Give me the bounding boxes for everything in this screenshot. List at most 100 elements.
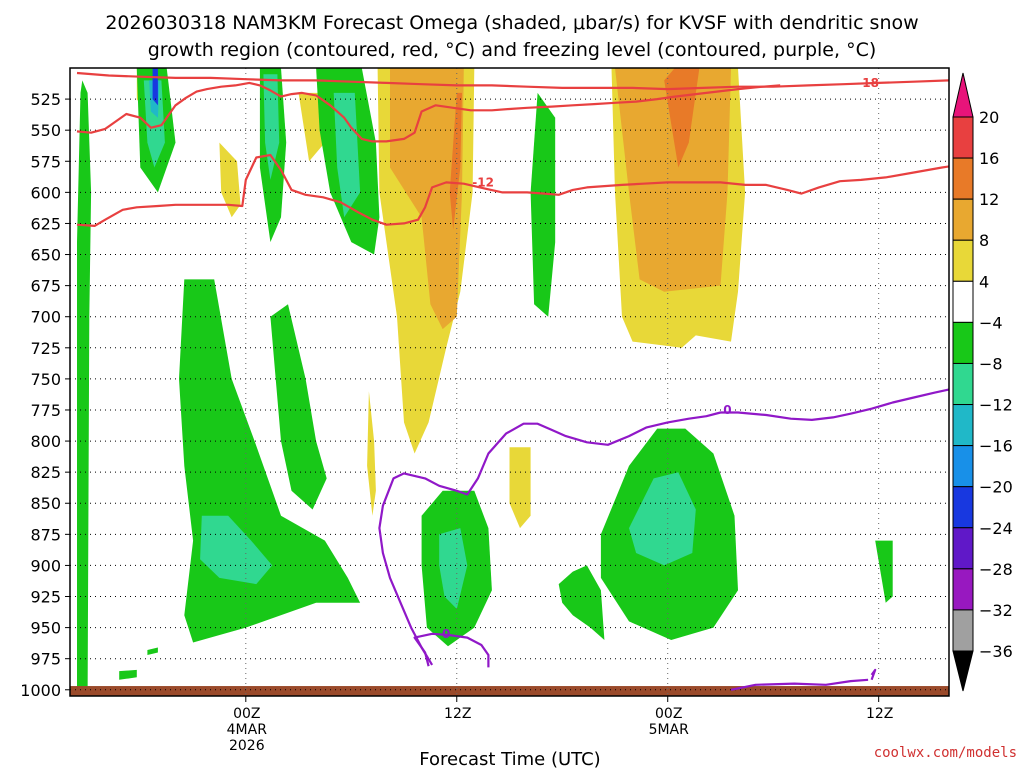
x-tick-label-0-2: 2026 [229,738,265,754]
colorbar-label-6: −8 [979,354,1003,373]
freezing-contour-line-4 [870,668,877,681]
dendritic-contour-label-1: -12 [472,175,494,189]
colorbar-label-9: −20 [979,478,1013,497]
dendritic-contour-line-3 [76,81,781,143]
dendritic-contour-line-1 [76,153,949,227]
x-tick-label-24-1: 5MAR [649,722,690,738]
omega-region-lightorange-4 [390,68,464,330]
omega-region-green-28 [119,669,137,680]
colorbar-bottom-arrow [952,650,974,692]
dendritic-contour-label-2: -12 [1019,149,1024,163]
chart-title-line-2: growth region (contoured, red, °C) and f… [148,39,877,61]
omega-region-green-23 [530,92,556,317]
colorbar-label-8: −16 [979,437,1013,456]
freezing-contour-label-2: 0 [442,627,450,641]
x-tick-label-36-0: 12Z [866,706,893,722]
x-tick-label-0-0: 00Z [233,706,260,722]
credit-text: coolwx.com/models [874,745,1017,761]
y-tick-label-675: 675 [30,277,61,296]
colorbar-segment-7 [952,404,974,447]
y-tick-label-575: 575 [30,152,61,171]
freezing-contour-line-7 [1009,460,1024,560]
omega-region-lightorange-9 [615,68,731,292]
x-tick-label-0-1: 4MAR [227,722,268,738]
y-tick-label-1000: 1000 [20,681,61,700]
x-tick-label-12-0: 12Z [444,706,471,722]
dendritic-contour-line-0 [76,71,949,91]
colorbar-segment-0 [952,116,974,159]
omega-colorbar: 20 16 12 8 4 −4 −8 −12 −16 −20 −24 −28 −32 −36 [952,72,1013,692]
omega-region-yellow-7 [509,447,531,529]
freezing-contour-line-2 [413,632,490,668]
colorbar-label-1: 16 [979,149,999,168]
y-tick-label-700: 700 [30,308,61,327]
omega-region-teal-30 [439,528,468,609]
contour-layer: -18-12-12000 [76,68,1024,691]
y-tick-label-625: 625 [30,214,61,233]
colorbar-label-4: 4 [979,272,989,291]
y-tick-label-775: 775 [30,401,61,420]
plot-frame [69,67,950,697]
y-tick-label-950: 950 [30,619,61,638]
y-tick-label-975: 975 [30,650,61,669]
y-tick-label-900: 900 [30,556,61,575]
colorbar-label-7: −12 [979,396,1013,415]
colorbar-segment-9 [952,486,974,529]
omega-region-blue-18 [152,68,158,106]
time-axis: 00Z4MAR202612Z00Z5MAR12Z00Z6MAR [227,696,893,754]
y-tick-label-600: 600 [30,183,61,202]
colorbar-label-11: −28 [979,560,1013,579]
terrain-band [70,686,949,696]
colorbar-segment-12 [952,609,974,652]
colorbar-segment-6 [952,362,974,406]
colorbar-label-13: −36 [979,642,1013,661]
y-tick-label-725: 725 [30,339,61,358]
colorbar-segment-11 [952,568,974,611]
colorbar-top-arrow [952,72,974,118]
terrain-layer [70,686,949,696]
colorbar-segment-3 [952,239,974,282]
y-tick-label-875: 875 [30,525,61,544]
colorbar-label-5: −4 [979,313,1003,332]
omega-region-teal-22 [333,92,361,218]
colorbar-label-10: −24 [979,519,1013,538]
x-tick-label-24-0: 00Z [655,706,682,722]
omega-region-teal-38 [1019,255,1024,367]
colorbar-segment-2 [952,198,974,241]
colorbar-segment-8 [952,445,974,488]
colorbar-label-12: −32 [979,601,1013,620]
omega-region-green-26 [270,304,327,510]
freezing-contour-line-3 [730,678,869,691]
pressure-axis: 525 550 575 600 625 650 675 700 725 750 775 800 825 8… [20,90,70,700]
colorbar-segment-5 [952,321,974,364]
dendritic-contour-label-0: -18 [857,76,879,90]
omega-region-green-14 [77,80,92,696]
y-tick-label-525: 525 [30,90,61,109]
freezing-contour-line-6 [1005,565,1024,689]
colorbar-label-0: 20 [979,108,999,127]
omega-region-green-31 [558,565,605,640]
omega-region-green-34 [875,540,893,603]
omega-region-teal-16 [143,80,165,168]
colorbar-segment-10 [952,527,974,570]
y-tick-label-550: 550 [30,121,61,140]
omega-region-yellow-6 [367,391,376,516]
omega-region-green-27 [147,647,158,655]
freezing-contour-line-0 [378,388,949,666]
colorbar-label-3: 8 [979,231,989,250]
chart-title-line-1: 2026030318 NAM3KM Forecast Omega (shaded… [105,12,918,34]
omega-region-yellow-2 [298,92,325,162]
y-tick-label-650: 650 [30,246,61,265]
dendritic-contour-line-4 [953,68,981,69]
y-tick-label-850: 850 [30,494,61,513]
y-tick-label-825: 825 [30,463,61,482]
colorbar-label-2: 12 [979,190,999,209]
omega-region-orange-10 [664,68,700,168]
omega-region-teal-33 [629,472,696,566]
freezing-contour-label-0: 0 [723,403,731,417]
omega-region-teal-25 [200,515,273,585]
y-tick-label-925: 925 [30,588,61,607]
y-tick-label-750: 750 [30,370,61,389]
colorbar-segment-1 [952,157,974,200]
x-axis-label: Forecast Time (UTC) [419,749,600,768]
